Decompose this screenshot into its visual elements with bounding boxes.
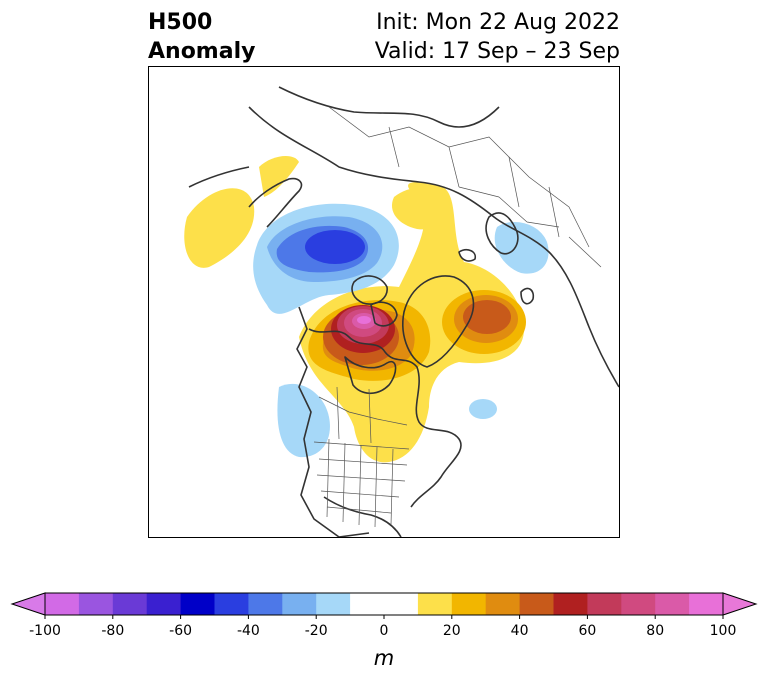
colorbar-unit-label: m	[373, 646, 395, 670]
colorbar-tick-label: 0	[380, 623, 389, 639]
colorbar-segment	[587, 593, 622, 615]
colorbar-segment	[417, 593, 453, 615]
title-line-2: Anomaly	[148, 39, 256, 64]
colorbar-segment	[214, 593, 249, 615]
colorbar: -100 -80 -60 -40 -20 0 20 40 60 80 100	[10, 590, 758, 644]
coastline-layer	[188, 86, 619, 537]
colorbar-tick-label: 20	[443, 623, 461, 639]
colorbar-segment	[180, 593, 215, 615]
colorbar-segment	[384, 593, 419, 615]
colorbar-segment	[689, 593, 724, 615]
map-canvas	[184, 86, 619, 537]
forecast-dates: Init: Mon 22 Aug 2022 Valid: 17 Sep – 23…	[375, 8, 620, 66]
colorbar-segment	[655, 593, 690, 615]
colorbar-tick-label: 40	[511, 623, 529, 639]
colorbar-tick-label: 80	[646, 623, 664, 639]
colorbar-segment	[112, 593, 148, 615]
colorbar-extend-over	[722, 592, 758, 616]
title-line-1: H500	[148, 10, 213, 35]
colorbar-segment	[451, 593, 487, 615]
colorbar-tick-label: -20	[305, 623, 328, 639]
colorbar-segment	[519, 593, 554, 615]
anomaly-fill-layer	[184, 155, 549, 463]
colorbar-segment	[621, 593, 656, 615]
map-title: H500 Anomaly	[148, 8, 255, 66]
anomaly-map	[148, 66, 620, 538]
border-layer	[313, 106, 602, 528]
colorbar-segment	[316, 593, 351, 615]
colorbar-segment	[45, 593, 80, 615]
colorbar-tick-label: -100	[29, 623, 61, 639]
colorbar-segment	[485, 593, 521, 615]
colorbar-tick-label: -40	[237, 623, 260, 639]
colorbar-svg: -100 -80 -60 -40 -20 0 20 40 60 80 100	[10, 592, 758, 639]
colorbar-tick-label: 60	[578, 623, 596, 639]
colorbar-segment	[553, 593, 588, 615]
colorbar-segment	[78, 593, 114, 615]
colorbar-tick-label: 100	[710, 623, 737, 639]
colorbar-extend-under	[10, 592, 46, 616]
valid-date-range: Valid: 17 Sep – 23 Sep	[374, 39, 620, 64]
colorbar-segment	[282, 593, 317, 615]
colorbar-tick-label: -80	[101, 623, 124, 639]
colorbar-tick-label: -60	[169, 623, 192, 639]
colorbar-segment	[350, 593, 385, 615]
colorbar-segment	[248, 593, 283, 615]
init-date: Init: Mon 22 Aug 2022	[376, 10, 620, 35]
colorbar-segment	[146, 593, 182, 615]
